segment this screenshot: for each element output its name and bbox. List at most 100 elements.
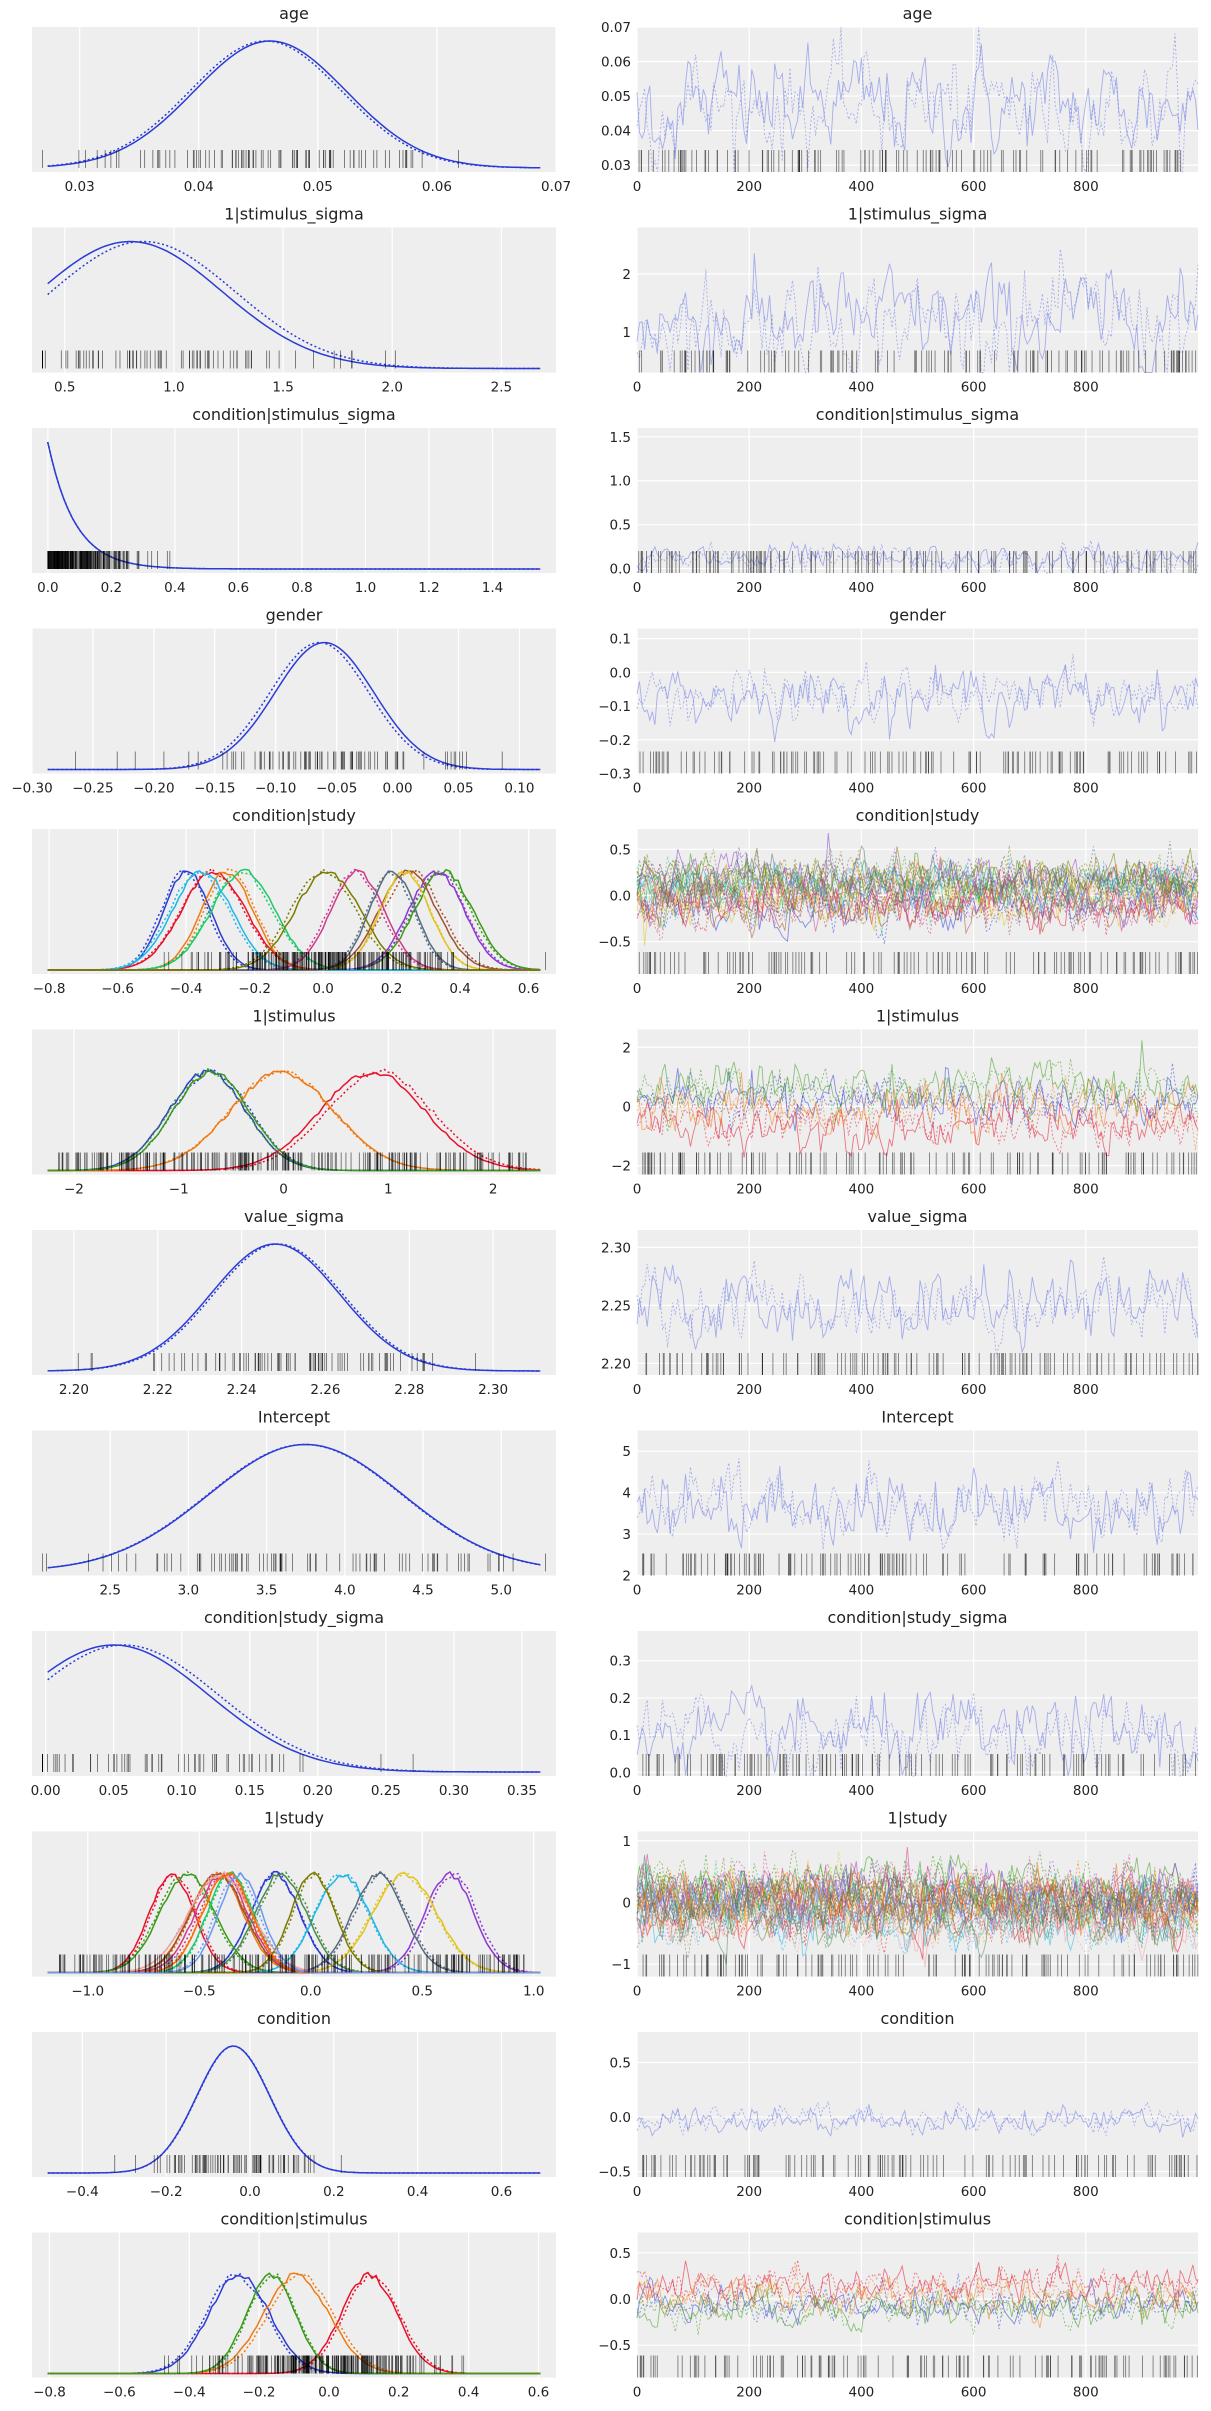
kde-panel-10: −0.4 −0.2 0.0 0.2 0.4 0.6 condition [32, 2009, 556, 2200]
kde-tick-label: 4.0 [334, 1583, 355, 1599]
trace-panel-6: 0 200 400 600 800 2.20 2.25 2.30 value_sigma [601, 1207, 1199, 1398]
kde-tick-label: 0.2 [101, 580, 122, 596]
trace-tick-label: 600 [961, 2385, 987, 2401]
kde-panel-11: −0.8 −0.6 −0.4 −0.2 0.0 0.2 0.4 0.6 condition|st… [32, 2210, 556, 2401]
kde-tick-label: −0.6 [103, 2385, 136, 2401]
trace-title: condition|stimulus_sigma [816, 405, 1019, 425]
kde-tick-label: 0.05 [303, 179, 333, 195]
kde-title: condition|study [232, 806, 356, 825]
trace-line [636, 664, 1199, 743]
trace-panel-8: 0 200 400 600 800 0.0 0.1 0.2 0.3 condition|study… [610, 1608, 1199, 1799]
kde-tick-label: 0.2 [388, 2385, 409, 2401]
kde-curve [47, 2273, 541, 2375]
trace-tick-label: 800 [1073, 1984, 1099, 2000]
trace-tick-label: 200 [736, 380, 762, 396]
kde-tick-label: 2.20 [59, 1382, 89, 1398]
trace-line [636, 1692, 1199, 1778]
trace-panel-4: 0 200 400 600 800 −0.5 0.0 0.5 condition|study [598, 806, 1199, 997]
trace-line [636, 859, 1199, 946]
kde-tick-label: 2.22 [143, 1382, 173, 1398]
kde-tick-label: 2.26 [310, 1382, 340, 1398]
trace-line [636, 2284, 1199, 2335]
trace-ytick-label: 1 [622, 1834, 631, 1850]
trace-line [636, 2275, 1199, 2329]
kde-tick-label: 1.4 [482, 580, 503, 596]
trace-ytick-label: −0.5 [598, 2338, 631, 2354]
trace-ytick-label: 2.25 [601, 1298, 631, 1314]
trace-ytick-label: −0.2 [598, 733, 631, 749]
trace-panel-3: 0 200 400 600 800 −0.3 −0.2 −0.1 0.0 0.1 gender [598, 606, 1199, 797]
kde-title: condition [257, 2009, 331, 2028]
trace-tick-label: 200 [736, 981, 762, 997]
trace-tick-label: 0 [633, 1984, 642, 2000]
trace-line [636, 653, 1199, 727]
kde-curve [47, 1644, 541, 1773]
trace-ytick-label: 0.0 [610, 2292, 631, 2308]
kde-tick-label: −0.2 [238, 981, 271, 997]
trace-line [636, 846, 1199, 913]
trace-line [636, 1075, 1199, 1150]
trace-tick-label: 0 [633, 781, 642, 797]
trace-tick-label: 200 [736, 781, 762, 797]
kde-tick-label: 0.0 [37, 580, 58, 596]
trace-tick-label: 400 [849, 2385, 875, 2401]
trace-ytick-label: 3 [622, 1527, 631, 1543]
kde-tick-label: 0.0 [300, 1984, 321, 2000]
trace-title: condition [881, 2009, 955, 2028]
kde-tick-label: 2 [489, 1182, 498, 1198]
kde-title: condition|stimulus_sigma [192, 405, 395, 425]
trace-panel-10: 0 200 400 600 800 −0.5 0.0 0.5 condition [598, 2009, 1199, 2200]
trace-ytick-label: 0.1 [610, 1728, 631, 1744]
trace-tick-label: 600 [961, 981, 987, 997]
trace-tick-label: 200 [736, 1583, 762, 1599]
trace-tick-label: 200 [736, 2385, 762, 2401]
trace-title: Intercept [881, 1408, 953, 1427]
kde-tick-label: 3.0 [178, 1583, 199, 1599]
kde-tick-label: 0.6 [518, 981, 539, 997]
kde-curve [47, 867, 541, 971]
trace-title: condition|stimulus [844, 2210, 991, 2229]
trace-tick-label: 400 [849, 781, 875, 797]
trace-line [636, 855, 1199, 922]
trace-tick-label: 200 [736, 1182, 762, 1198]
trace-tick-label: 800 [1073, 1182, 1099, 1198]
kde-tick-label: −0.10 [255, 781, 296, 797]
trace-ytick-label: 0.5 [610, 842, 631, 858]
trace-ytick-label: 5 [622, 1444, 631, 1460]
trace-ytick-label: −0.5 [598, 935, 631, 951]
trace-line [636, 2261, 1199, 2319]
kde-tick-label: 1.0 [163, 380, 184, 396]
trace-tick-label: 600 [961, 380, 987, 396]
kde-curve [47, 868, 541, 971]
trace-ytick-label: 0.04 [601, 124, 631, 140]
trace-ytick-label: 0.05 [601, 89, 631, 105]
trace-ytick-label: −0.5 [598, 2165, 631, 2181]
trace-line [636, 861, 1199, 935]
kde-tick-label: −2 [64, 1182, 84, 1198]
kde-tick-label: 0.0 [318, 2385, 339, 2401]
kde-tick-label: 0.15 [235, 1783, 265, 1799]
kde-tick-label: 2.30 [478, 1382, 508, 1398]
kde-panel-3: −0.30 −0.25 −0.20 −0.15 −0.10 −0.05 0.00 0.05 0.… [11, 606, 556, 797]
trace-line [636, 1684, 1199, 1777]
trace-line [636, 1857, 1199, 1929]
kde-tick-label: −1.0 [71, 1984, 104, 2000]
trace-tick-label: 0 [633, 179, 642, 195]
trace-ytick-label: 0.03 [601, 158, 631, 174]
trace-panel-1: 0 200 400 600 800 1 2 1|stimulus_sigma [622, 205, 1199, 396]
kde-tick-label: 0.5 [411, 1984, 432, 2000]
trace-line [636, 1096, 1199, 1158]
trace-line [636, 863, 1199, 929]
trace-line [636, 1067, 1199, 1132]
kde-tick-label: 0.00 [31, 1783, 61, 1799]
kde-tick-label: 0.8 [291, 580, 312, 596]
trace-ytick-label: 0 [622, 1099, 631, 1115]
trace-ytick-label: 0.0 [610, 888, 631, 904]
kde-tick-label: 0.6 [228, 580, 249, 596]
trace-line [636, 881, 1199, 935]
kde-title: 1|stimulus_sigma [224, 205, 364, 225]
kde-tick-label: −0.5 [183, 1984, 216, 2000]
kde-tick-label: 0.35 [507, 1783, 537, 1799]
trace-tick-label: 600 [961, 1182, 987, 1198]
